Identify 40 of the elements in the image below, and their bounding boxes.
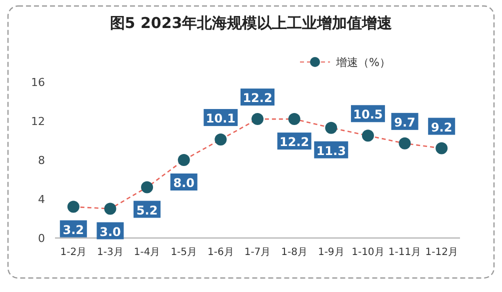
x-tick-label: 1-3月	[97, 247, 124, 258]
point	[252, 113, 264, 126]
point	[67, 200, 80, 213]
data-label: 12.2	[242, 91, 272, 106]
data-label: 3.2	[62, 222, 84, 237]
point	[398, 137, 411, 150]
y-tick-label: 8	[38, 154, 45, 167]
point	[436, 142, 448, 154]
point	[288, 113, 300, 126]
x-tick-label: 1-6月	[208, 247, 234, 258]
point	[178, 154, 190, 166]
data-label: 3.0	[100, 224, 121, 239]
point	[214, 134, 227, 146]
data-label: 8.0	[173, 176, 194, 190]
y-tick-label: 0	[38, 232, 45, 245]
chart-title: 图5 2023年北海规模以上工业增加值增速	[110, 14, 394, 32]
data-label: 9.7	[394, 115, 416, 130]
x-tick-label: 1-12月	[425, 247, 458, 258]
y-tick-label: 4	[38, 193, 45, 206]
data-label: 10.1	[206, 112, 236, 126]
x-tick-label: 1-7月	[244, 247, 271, 258]
x-tick-label: 1-4月	[134, 247, 160, 258]
point	[362, 130, 374, 142]
y-tick-label: 12	[31, 115, 45, 128]
data-label: 9.2	[430, 120, 452, 134]
x-tick-label: 1-10月	[352, 247, 384, 258]
x-tick-label: 1-11月	[388, 247, 422, 258]
data-label: 10.5	[353, 108, 383, 122]
point	[325, 122, 338, 134]
x-tick-label: 1-2月	[60, 247, 87, 258]
x-tick-label: 1-5月	[170, 247, 198, 258]
data-label: 12.2	[280, 135, 310, 150]
x-tick-label: 1-8月	[281, 247, 308, 258]
point	[104, 202, 116, 215]
y-tick-label: 16	[31, 76, 45, 89]
data-label: 5.2	[136, 203, 158, 218]
x-tick-label: 1-9月	[318, 247, 344, 258]
point	[141, 181, 154, 194]
legend-label: 增速（%）	[335, 56, 390, 69]
data-label: 11.3	[316, 144, 346, 158]
